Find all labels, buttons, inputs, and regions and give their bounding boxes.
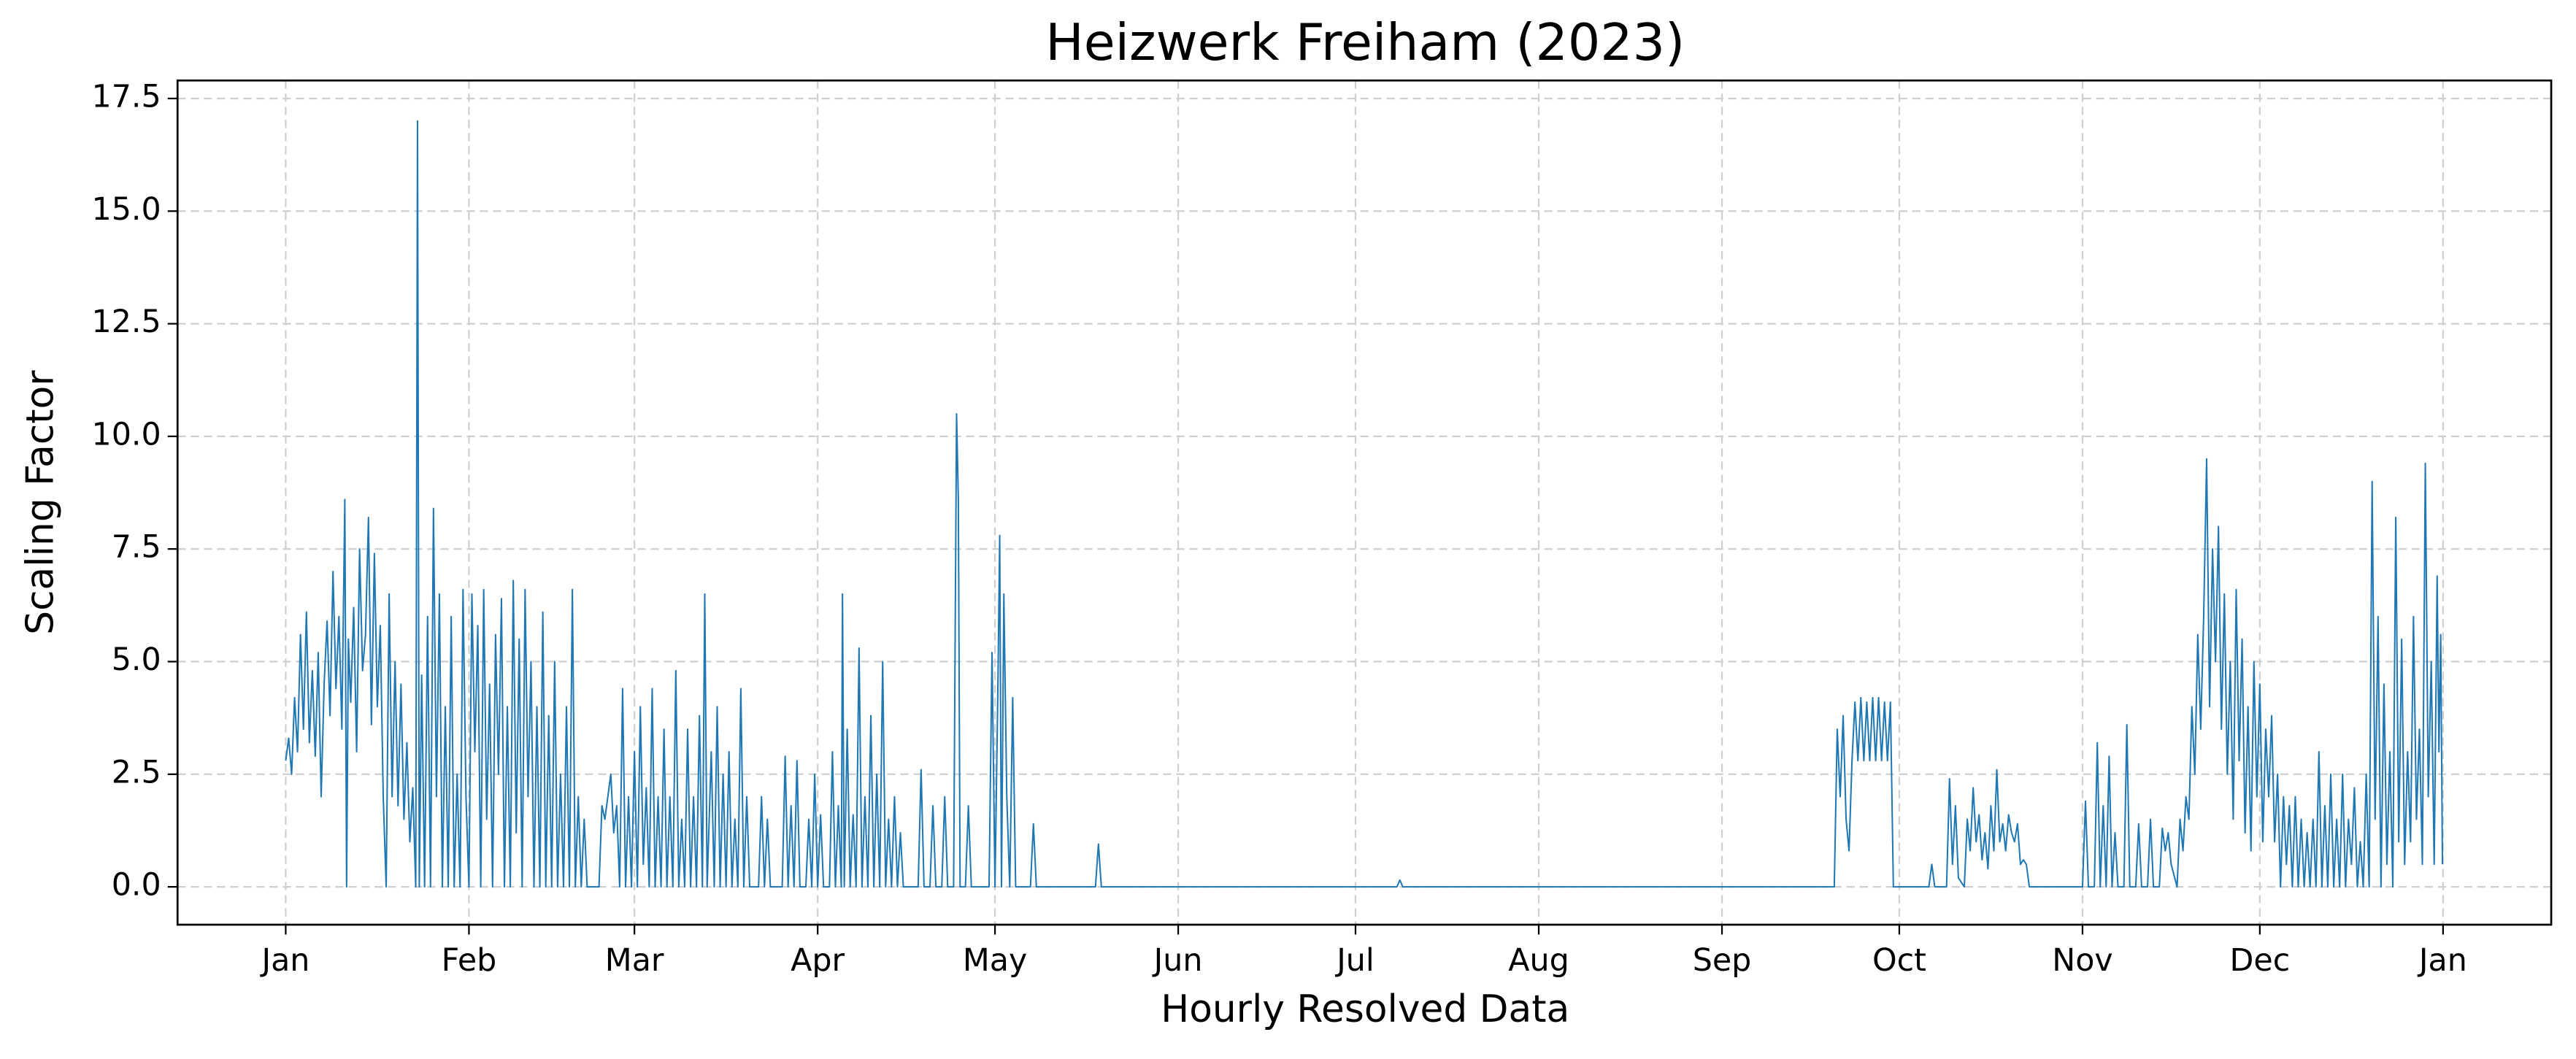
plot-frame [176,79,2553,926]
y-tick-label: 17.5 [92,78,161,115]
y-tick-label: 2.5 [112,754,161,790]
data-line [285,120,2444,888]
y-tick-label: 12.5 [92,304,161,340]
x-tick-label: Nov [2052,942,2112,979]
y-tick-label: 15.0 [92,191,161,228]
y-tick-label: 0.0 [112,867,161,904]
x-tick-label: Oct [1872,942,1926,979]
x-tick-label: Jun [1152,942,1203,979]
x-tick-label: Aug [1508,942,1569,979]
chart-title: Heizwerk Freiham (2023) [1045,13,1685,72]
y-tick-label: 7.5 [112,529,161,566]
x-tick-label: Jan [2417,942,2467,979]
x-tick-label: Mar [605,942,664,979]
x-tick-label: Dec [2229,942,2290,979]
y-tick-label: 5.0 [112,642,161,678]
x-tick-label: Feb [442,942,497,979]
y-tick-label: 10.0 [92,416,161,453]
x-tick-label: May [963,942,1027,979]
x-tick-label: Sep [1693,942,1752,979]
x-axis-label: Hourly Resolved Data [1161,987,1569,1031]
x-tick-label: Jul [1334,942,1374,979]
x-tick-label: Apr [791,942,845,979]
y-axis-label: Scaling Factor [19,370,63,635]
x-tick-label: Jan [259,942,309,979]
